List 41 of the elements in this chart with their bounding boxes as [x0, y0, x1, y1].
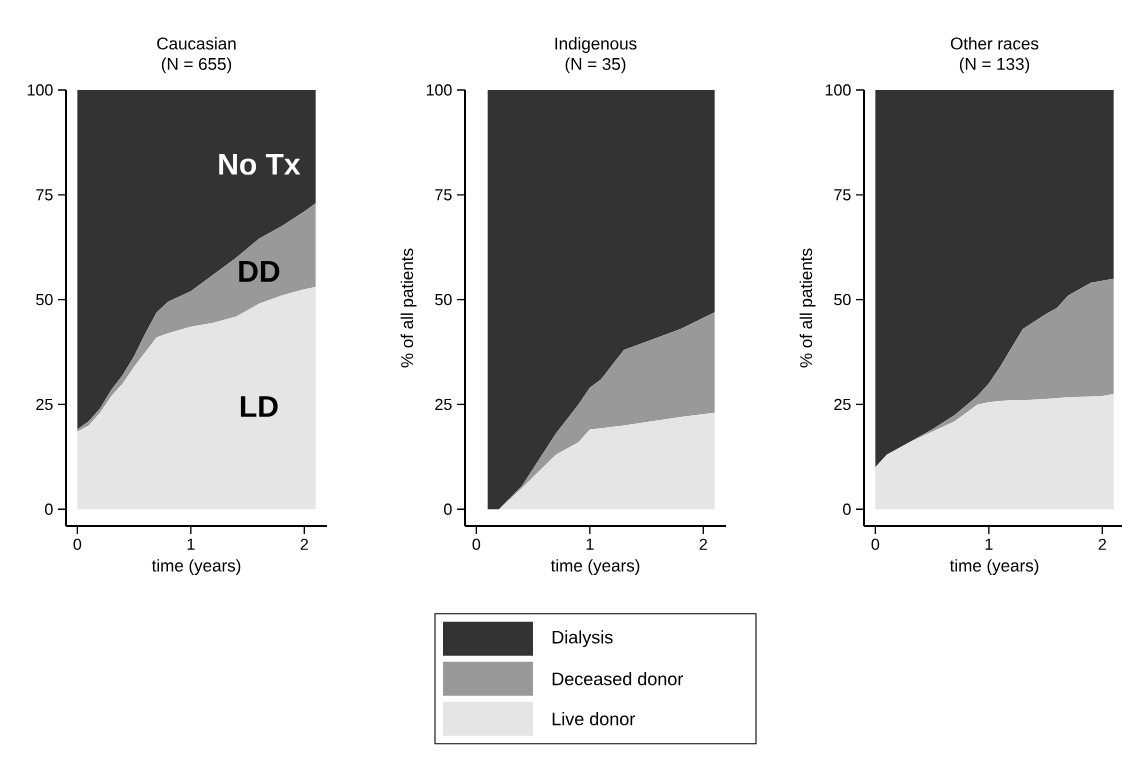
chart-title: Indigenous — [555, 37, 637, 53]
x-tick-label: 2 — [300, 538, 308, 550]
y-tick-label: 100 — [27, 84, 53, 96]
y-axis-title: % of all patients — [400, 248, 417, 368]
annotation: No Tx — [219, 153, 301, 175]
y-tick-label: 0 — [45, 503, 53, 515]
x-tick-label: 1 — [586, 538, 594, 550]
chart-title: Other races — [950, 37, 1039, 50]
legend-label: Dialysis — [552, 630, 613, 648]
y-tick-label: 100 — [426, 84, 452, 96]
y-tick-label: 50 — [834, 293, 851, 306]
x-tick-label: 1 — [985, 538, 993, 550]
x-tick-label: 2 — [699, 538, 707, 550]
x-tick-label: 0 — [73, 538, 82, 551]
x-tick-label: 2 — [1098, 538, 1106, 550]
y-tick-label: 50 — [435, 293, 452, 306]
y-tick-label: 0 — [843, 503, 851, 515]
y-tick-label: 75 — [834, 189, 851, 201]
x-axis-title: time (years) — [151, 559, 241, 575]
chart-subtitle: (N = 35) — [565, 57, 626, 74]
y-tick-label: 75 — [36, 189, 53, 201]
legend-label: Live donor — [552, 712, 635, 726]
x-tick-label: 0 — [871, 538, 880, 551]
annotation: DD — [239, 260, 280, 282]
y-tick-label: 25 — [435, 398, 452, 411]
y-tick-label: 75 — [435, 189, 452, 201]
x-tick-label: 1 — [187, 538, 195, 550]
x-axis-title: time (years) — [550, 559, 640, 575]
y-tick-label: 50 — [36, 293, 53, 306]
y-tick-label: 0 — [444, 503, 452, 515]
y-tick-label: 100 — [825, 84, 851, 96]
x-tick-label: 0 — [472, 538, 481, 551]
y-axis-title: % of all patients — [799, 248, 816, 368]
chart-title: Caucasian — [157, 37, 236, 50]
y-tick-label: 25 — [834, 398, 851, 411]
chart-subtitle: (N = 655) — [161, 57, 232, 74]
annotation: LD — [240, 396, 278, 417]
chart-subtitle: (N = 133) — [959, 57, 1030, 74]
x-axis-title: time (years) — [949, 559, 1039, 575]
y-tick-label: 25 — [36, 398, 53, 411]
legend-label: Deceased donor — [552, 672, 684, 686]
